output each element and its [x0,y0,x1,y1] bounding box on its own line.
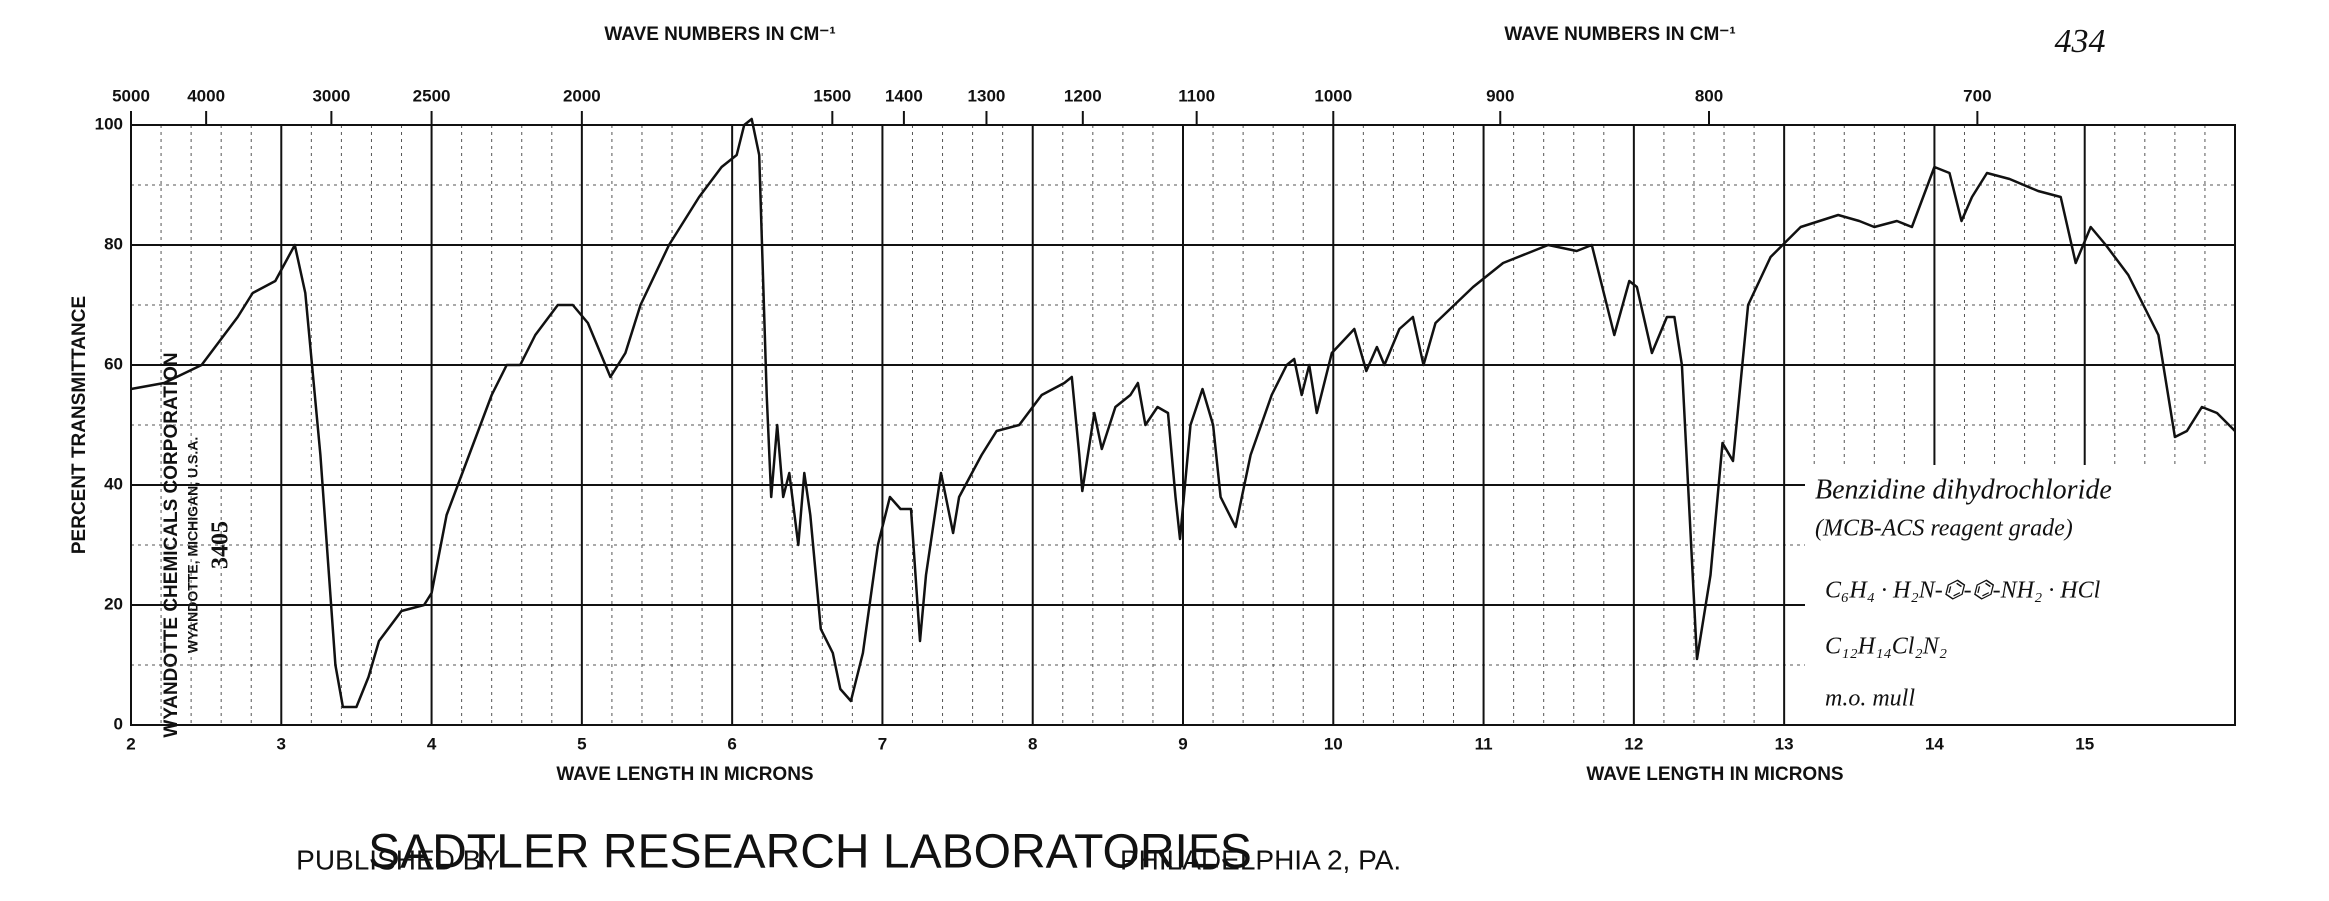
footer: SADTLER RESEARCH LABORATORIES [368,826,1252,879]
y-tick-label: 80 [104,234,123,253]
top-axis-label: WAVE NUMBERS IN CM⁻¹ [1504,24,1735,45]
top-tick-label: 700 [1963,86,1991,105]
x-tick-label: 13 [1775,734,1794,753]
top-tick-label: 1300 [968,86,1006,105]
top-tick-label: 1200 [1064,86,1102,105]
x-tick-label: 2 [126,734,135,753]
top-tick-label: 800 [1695,86,1723,105]
top-tick-label: 3000 [312,86,350,105]
x-tick-label: 5 [577,734,586,753]
annotation: (MCB-ACS reagent grade) [1815,516,2073,542]
source: WYANDOTTE CHEMICALS CORPORATION [161,352,182,737]
x-tick-label: 11 [1475,734,1493,753]
x-tick-label: 14 [1925,734,1944,753]
x-tick-label: 8 [1028,734,1037,753]
y-axis-label: PERCENT TRANSMITTANCE [69,296,90,554]
y-tick-label: 20 [104,594,123,613]
y-tick-label: 40 [104,474,123,493]
top-tick-label: 5000 [112,86,150,105]
top-tick-label: 2500 [413,86,451,105]
annotation: m.o. mull [1825,686,1915,712]
footer: PUBLISHED BY [296,844,500,875]
x-axis-label: WAVE LENGTH IN MICRONS [556,764,813,785]
y-tick-label: 0 [114,714,123,733]
annotation-box [1805,465,2235,725]
x-tick-label: 10 [1324,734,1343,753]
top-tick-label: 900 [1486,86,1514,105]
chart-number: 434 [2055,23,2106,60]
top-tick-label: 1400 [885,86,923,105]
footer: PHILADELPHIA 2, PA. [1120,844,1401,875]
y-tick-label: 100 [95,114,123,133]
x-tick-label: 7 [878,734,887,753]
top-tick-label: 2000 [563,86,601,105]
top-tick-label: 4000 [187,86,225,105]
annotation: C₆H₄ · H₂N-⌬-⌬-NH₂ · HCl [1825,578,2101,604]
x-tick-label: 12 [1624,734,1643,753]
annotation: Benzidine dihydrochloride [1815,474,2112,505]
source: WYANDOTTE, MICHIGAN, U.S.A. [185,437,201,654]
x-tick-label: 9 [1178,734,1187,753]
y-tick-label: 60 [104,354,123,373]
x-tick-label: 15 [2075,734,2094,753]
plot-frame [130,124,2236,726]
x-tick-label: 3 [277,734,286,753]
x-tick-label: 4 [427,734,437,753]
spectrum-line [130,117,2236,709]
x-axis-label: WAVE LENGTH IN MICRONS [1586,764,1843,785]
x-tick-label: 6 [727,734,736,753]
top-tick-label: 1500 [813,86,851,105]
annotation: C₁₂H₁₄Cl₂N₂ [1825,634,1947,660]
top-axis-label: WAVE NUMBERS IN CM⁻¹ [604,24,835,45]
top-tick-label: 1100 [1178,86,1215,105]
top-tick-label: 1000 [1314,86,1352,105]
